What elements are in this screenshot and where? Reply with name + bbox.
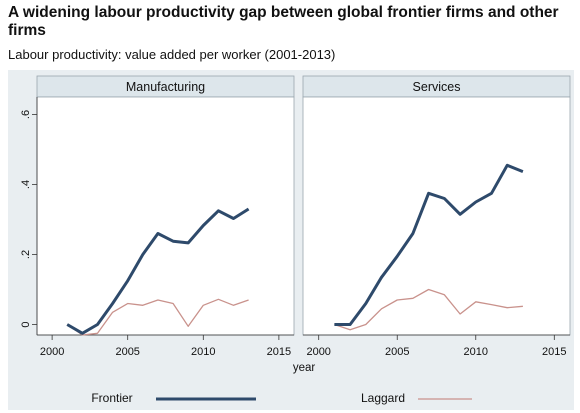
x-tick-label: 2010 bbox=[464, 346, 488, 358]
x-tick-label: 2000 bbox=[306, 346, 330, 358]
x-tick-label: 2000 bbox=[40, 346, 64, 358]
chart-subtitle: Labour productivity: value added per wor… bbox=[8, 47, 336, 62]
panel-plot-area bbox=[36, 96, 295, 336]
series-frontier-line bbox=[334, 163, 524, 326]
x-tick-label: 2005 bbox=[115, 346, 139, 358]
legend-label-frontier: Frontier bbox=[91, 391, 132, 405]
series-laggard-line bbox=[66, 298, 249, 336]
y-tick-label: .6 bbox=[20, 110, 32, 119]
x-tick-label: 2015 bbox=[267, 346, 291, 358]
panel-plot-area bbox=[302, 96, 571, 336]
series-frontier-line bbox=[66, 207, 250, 335]
x-tick-label: 2015 bbox=[542, 346, 566, 358]
y-tick-label: .4 bbox=[20, 180, 32, 189]
y-tick-label: 0 bbox=[20, 321, 32, 327]
series-laggard-line bbox=[334, 288, 523, 331]
chart-title: A widening labour productivity gap betwe… bbox=[8, 4, 559, 39]
x-tick-label: 2010 bbox=[191, 346, 215, 358]
panel-title: Manufacturing bbox=[126, 80, 205, 94]
y-tick-label: .2 bbox=[20, 250, 32, 259]
x-axis-title: year bbox=[293, 362, 316, 374]
x-tick-label: 2005 bbox=[385, 346, 409, 358]
legend-label-laggard: Laggard bbox=[361, 391, 405, 405]
panel-title: Services bbox=[413, 80, 461, 94]
